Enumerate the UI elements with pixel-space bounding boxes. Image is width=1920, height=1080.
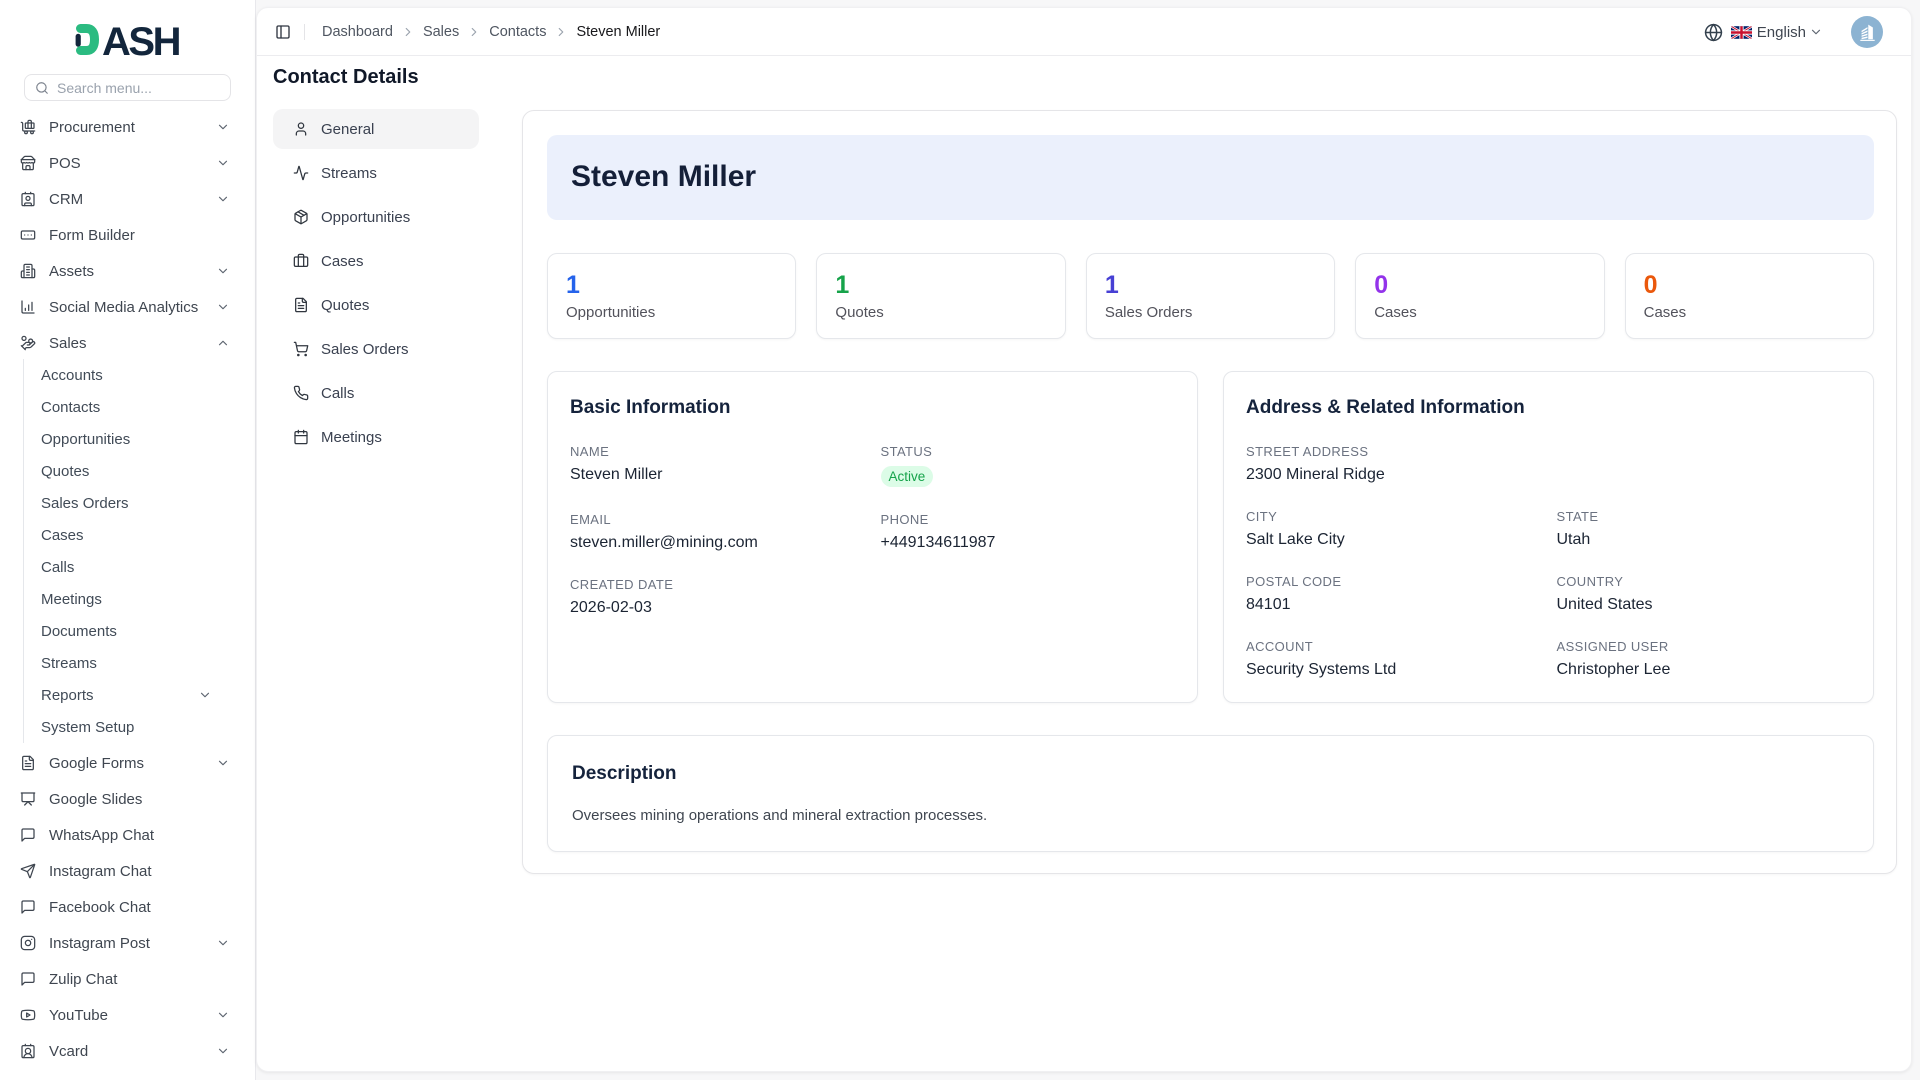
svg-text:ASH: ASH bbox=[102, 20, 180, 64]
